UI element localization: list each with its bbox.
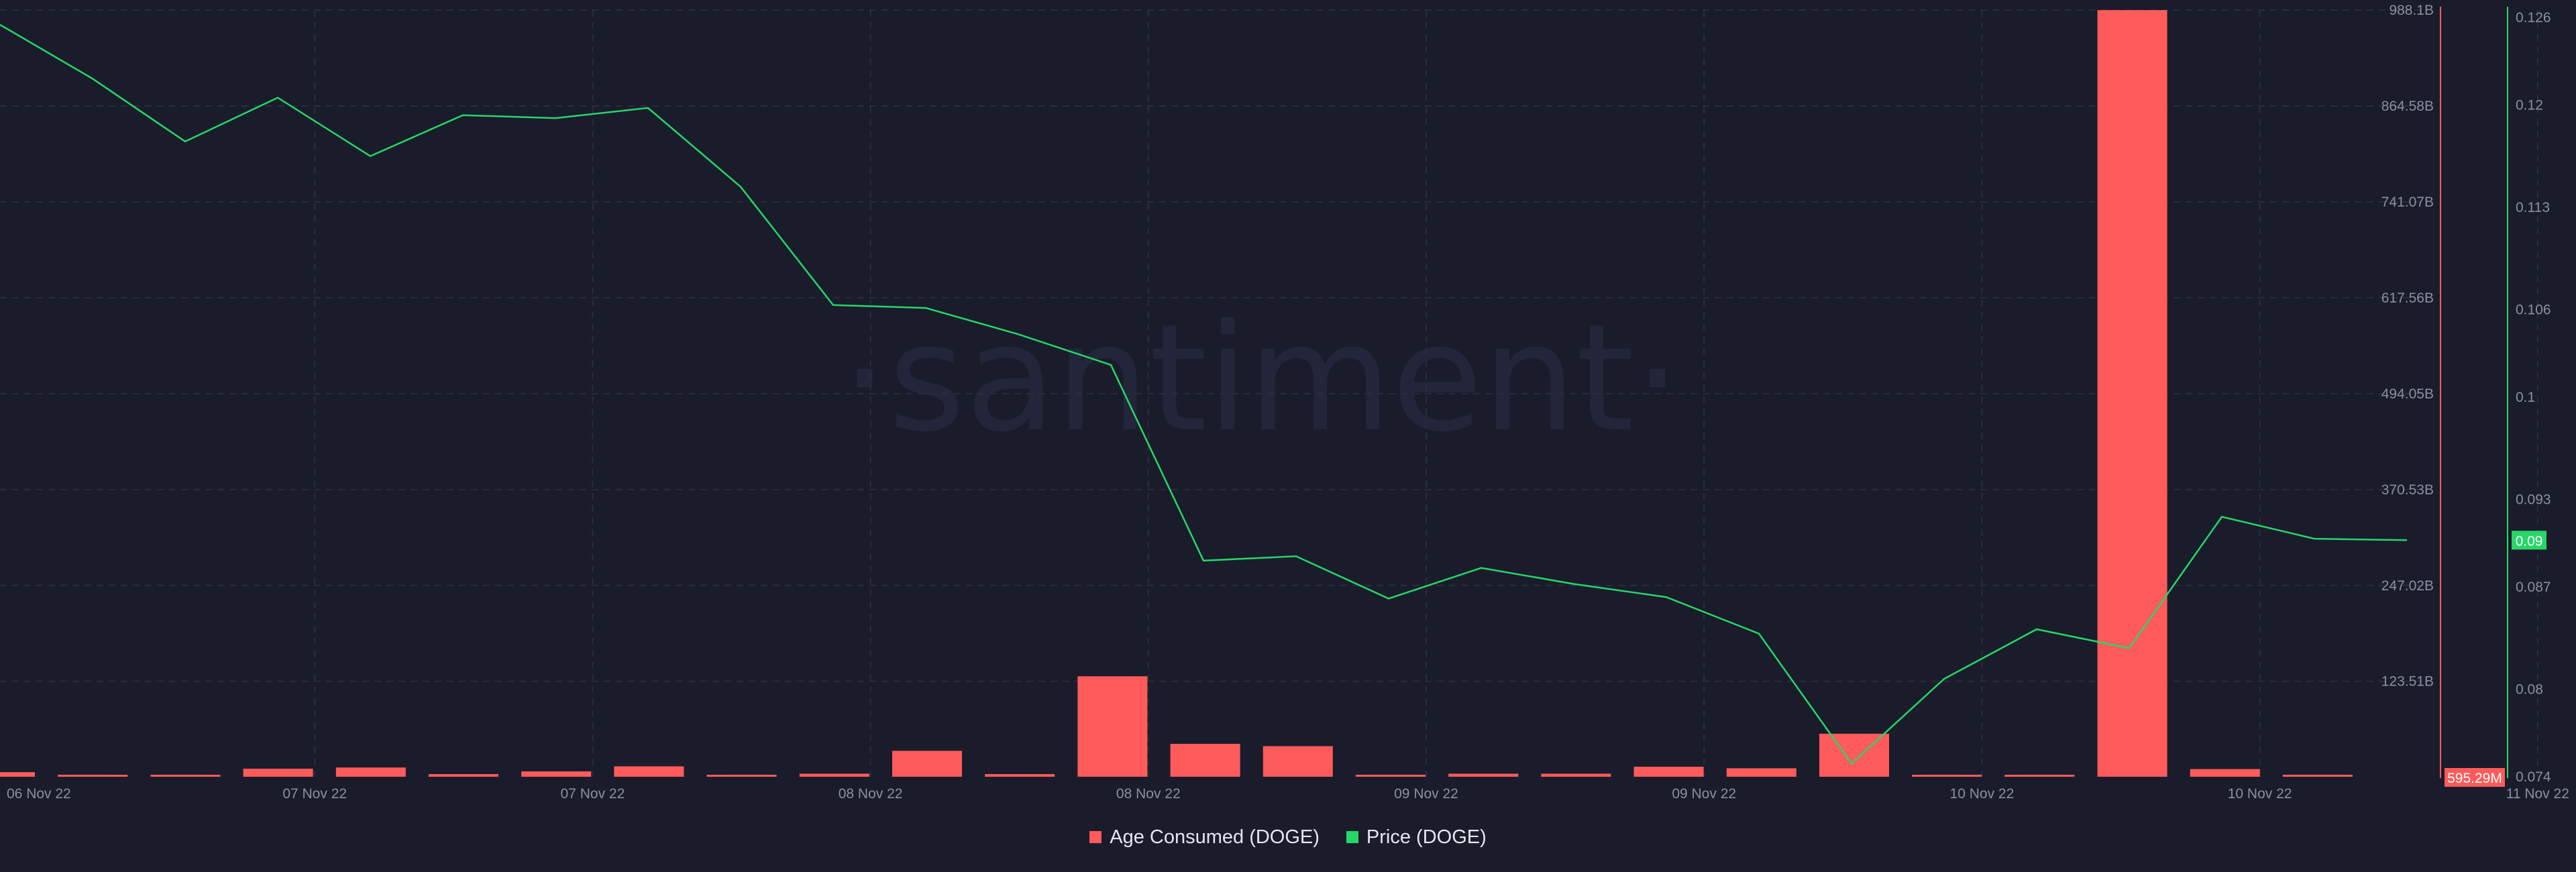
bar <box>429 774 498 777</box>
bar <box>2190 769 2260 777</box>
legend-item-price[interactable]: Price (DOGE) <box>1346 826 1487 849</box>
x-tick-label: 08 Nov 22 <box>1116 786 1181 802</box>
bar <box>1912 775 1982 777</box>
left-tick-label: 247.02B <box>2381 578 2434 594</box>
x-tick-label: 07 Nov 22 <box>282 786 347 802</box>
bar <box>0 772 35 777</box>
x-tick-label: 07 Nov 22 <box>561 786 625 802</box>
bar <box>1356 775 1426 777</box>
left-tick-label: 370.53B <box>2381 482 2434 498</box>
legend-item-age-consumed[interactable]: Age Consumed (DOGE) <box>1089 826 1320 849</box>
left-tick-label: 494.05B <box>2381 386 2434 402</box>
legend-label-price: Price (DOGE) <box>1366 826 1487 848</box>
x-tick-label: 09 Nov 22 <box>1394 786 1458 802</box>
left-tick-label: 864.58B <box>2381 99 2434 114</box>
right-tick-label: 0.08 <box>2516 682 2543 697</box>
right-tick-label: 0.074 <box>2516 769 2551 785</box>
bar <box>1819 733 1889 777</box>
grid <box>0 9 2538 777</box>
x-axis-ticks: 06 Nov 22 07 Nov 22 07 Nov 22 08 Nov 22 08 N… <box>7 786 2569 802</box>
axis-badges: 595.29M 0.09 <box>2445 531 2546 787</box>
price-series <box>0 23 2408 765</box>
left-min-badge <box>2445 768 2505 787</box>
left-tick-label: 741.07B <box>2381 195 2434 210</box>
left-tick-label: 123.51B <box>2381 674 2434 690</box>
price-last-badge-label: 0.09 <box>2516 533 2543 549</box>
bar <box>1541 773 1611 777</box>
bar <box>2283 775 2353 777</box>
bar <box>243 768 313 777</box>
bar <box>1448 773 1519 777</box>
bar <box>1726 768 1796 777</box>
bar <box>799 773 869 777</box>
left-min-badge-label: 595.29M <box>2447 771 2502 786</box>
bar <box>614 766 684 777</box>
bar <box>2097 10 2167 777</box>
legend-swatch-age-consumed <box>1089 831 1102 843</box>
bar <box>150 775 221 777</box>
right-tick-label: 0.126 <box>2516 10 2551 25</box>
left-tick-label: 988.1B <box>2389 3 2434 18</box>
left-axis-ticks: 988.1B 864.58B 741.07B 617.56B 494.05B 370.53… <box>2381 3 2434 690</box>
legend-swatch-price <box>1346 831 1358 843</box>
x-tick-label: 10 Nov 22 <box>2228 786 2292 802</box>
price-line <box>0 23 2408 765</box>
bars-series <box>0 10 2353 777</box>
bar <box>2004 775 2075 777</box>
bar <box>335 767 406 777</box>
right-tick-label: 0.12 <box>2516 98 2543 113</box>
x-tick-label: 10 Nov 22 <box>1950 786 2015 802</box>
bar <box>985 774 1055 777</box>
x-tick-label: 09 Nov 22 <box>1672 786 1736 802</box>
axes <box>2440 7 2508 778</box>
bar <box>58 775 128 777</box>
bar <box>521 771 592 777</box>
legend-label-age-consumed: Age Consumed (DOGE) <box>1110 826 1320 848</box>
bar <box>892 751 962 777</box>
right-tick-label: 0.113 <box>2516 200 2550 215</box>
bar <box>1170 743 1240 777</box>
bar <box>1633 767 1704 777</box>
left-tick-label: 617.56B <box>2381 290 2434 306</box>
right-tick-label: 0.087 <box>2516 580 2551 595</box>
right-tick-label: 0.093 <box>2516 492 2551 507</box>
x-tick-label: 06 Nov 22 <box>7 786 71 802</box>
bar <box>1263 746 1333 777</box>
bar <box>706 775 777 777</box>
right-tick-label: 0.106 <box>2516 302 2551 317</box>
legend: Age Consumed (DOGE) Price (DOGE) <box>0 824 2576 851</box>
right-axis-ticks: 0.126 0.12 0.113 0.106 0.1 0.093 0.087 0.08 0.07… <box>2516 10 2551 785</box>
price-last-badge <box>2512 531 2546 550</box>
bar <box>1077 676 1148 777</box>
right-tick-label: 0.1 <box>2516 390 2535 405</box>
x-tick-label: 11 Nov 22 <box>2506 786 2569 802</box>
watermark: ·santiment· <box>841 292 1680 464</box>
x-tick-label: 08 Nov 22 <box>839 786 903 802</box>
